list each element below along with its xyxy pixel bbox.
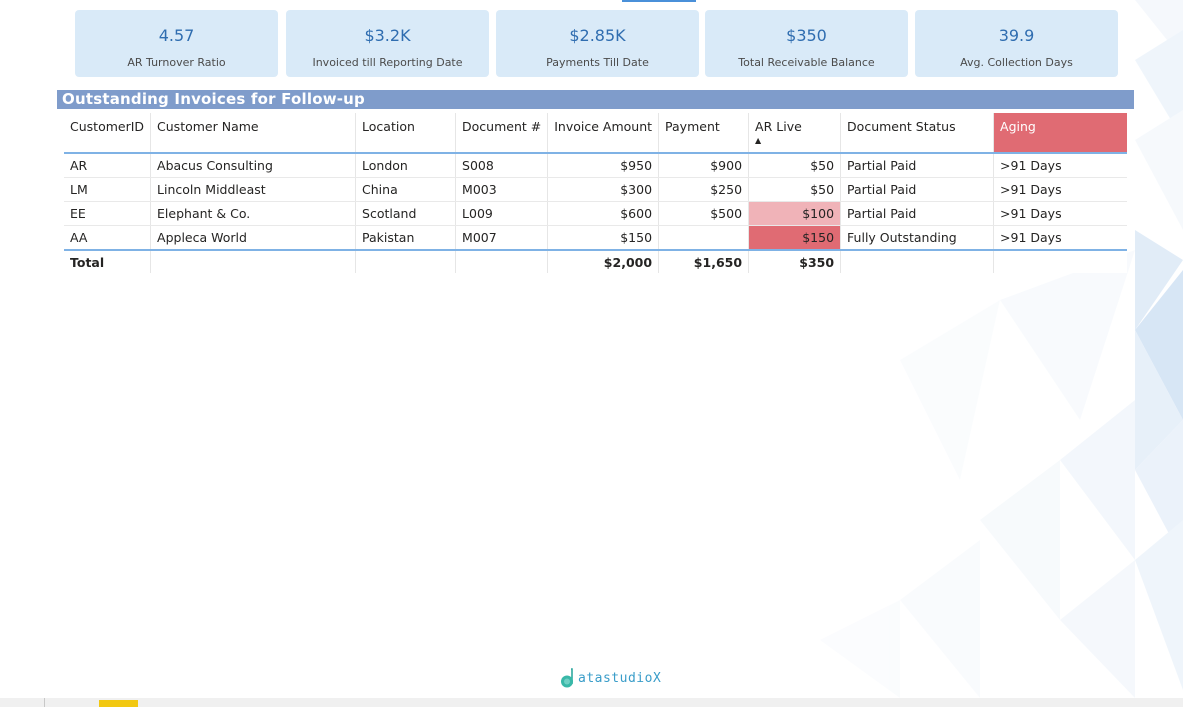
- kpi-card-payments[interactable]: $2.85K Payments Till Date: [496, 10, 699, 77]
- kpi-label: Total Receivable Balance: [738, 56, 875, 69]
- cell-customer-id: AA: [64, 225, 152, 251]
- kpi-value: 4.57: [158, 26, 195, 45]
- datastudiox-logo: atastudioX: [560, 668, 661, 688]
- total-ar-live: $350: [748, 250, 842, 273]
- table-row[interactable]: AR Abacus Consulting London S008 $950 $9…: [64, 153, 1127, 178]
- cell-document: S008: [455, 153, 549, 178]
- cell-ar-live: $150: [748, 225, 842, 251]
- kpi-card-receivable-balance[interactable]: $350 Total Receivable Balance: [705, 10, 908, 77]
- total-empty-cell: [455, 250, 549, 273]
- total-payment: $1,650: [658, 250, 750, 273]
- column-header-payment[interactable]: Payment: [658, 113, 750, 154]
- cell-aging: >91 Days: [993, 225, 1127, 251]
- page-tab-divider: [44, 698, 45, 707]
- page-indicator: [622, 0, 696, 2]
- column-header-aging[interactable]: Aging: [993, 113, 1127, 154]
- kpi-value: 39.9: [998, 26, 1035, 45]
- table-row[interactable]: EE Elephant & Co. Scotland L009 $600 $50…: [64, 201, 1127, 226]
- column-header-location[interactable]: Location: [355, 113, 457, 154]
- total-empty-cell: [840, 250, 995, 273]
- kpi-label: AR Turnover Ratio: [127, 56, 226, 69]
- table-header-row: CustomerID Customer Name Location Docume…: [64, 113, 1127, 154]
- cell-document-status: Partial Paid: [840, 177, 995, 202]
- column-header-ar-live-label: AR Live: [755, 119, 802, 134]
- cell-aging: >91 Days: [993, 153, 1127, 178]
- kpi-card-collection-days[interactable]: 39.9 Avg. Collection Days: [915, 10, 1118, 77]
- column-header-document-status[interactable]: Document Status: [840, 113, 995, 154]
- total-label: Total: [64, 250, 152, 273]
- cell-customer-name: Lincoln Middleast: [150, 177, 357, 202]
- cell-customer-name: Abacus Consulting: [150, 153, 357, 178]
- kpi-value: $3.2K: [364, 26, 411, 45]
- column-header-document[interactable]: Document #: [455, 113, 549, 154]
- cell-location: Pakistan: [355, 225, 457, 251]
- cell-payment: [658, 225, 750, 251]
- column-header-invoice-amount[interactable]: Invoice Amount: [547, 113, 660, 154]
- kpi-value: $350: [786, 26, 827, 45]
- logo-text: atastudioX: [578, 670, 662, 686]
- cell-invoice-amount: $950: [547, 153, 660, 178]
- kpi-label: Payments Till Date: [546, 56, 649, 69]
- cell-document-status: Partial Paid: [840, 153, 995, 178]
- kpi-card-invoiced[interactable]: $3.2K Invoiced till Reporting Date: [286, 10, 489, 77]
- cell-ar-live: $100: [748, 201, 842, 226]
- total-empty-cell: [150, 250, 357, 273]
- total-empty-cell: [355, 250, 457, 273]
- cell-payment: $500: [658, 201, 750, 226]
- cell-document-status: Partial Paid: [840, 201, 995, 226]
- total-invoice-amount: $2,000: [547, 250, 660, 273]
- column-header-ar-live[interactable]: AR Live ▲: [748, 113, 842, 154]
- column-header-customer-name[interactable]: Customer Name: [150, 113, 357, 154]
- kpi-card-ar-turnover[interactable]: 4.57 AR Turnover Ratio: [75, 10, 278, 77]
- table-row[interactable]: AA Appleca World Pakistan M007 $150 $150…: [64, 225, 1127, 251]
- cell-invoice-amount: $150: [547, 225, 660, 251]
- table-title: Outstanding Invoices for Follow-up: [62, 90, 365, 108]
- page-tab-bar: [0, 698, 1183, 707]
- cell-customer-id: LM: [64, 177, 152, 202]
- cell-invoice-amount: $600: [547, 201, 660, 226]
- kpi-label: Invoiced till Reporting Date: [312, 56, 463, 69]
- cell-document: M003: [455, 177, 549, 202]
- cell-ar-live: $50: [748, 153, 842, 178]
- kpi-value: $2.85K: [569, 26, 626, 45]
- table-row[interactable]: LM Lincoln Middleast China M003 $300 $25…: [64, 177, 1127, 202]
- cell-document-status: Fully Outstanding: [840, 225, 995, 251]
- table-total-row: Total $2,000 $1,650 $350: [64, 250, 1127, 273]
- cell-payment: $900: [658, 153, 750, 178]
- sort-up-icon: ▲: [755, 136, 762, 145]
- cell-location: China: [355, 177, 457, 202]
- cell-invoice-amount: $300: [547, 177, 660, 202]
- cell-customer-id: AR: [64, 153, 152, 178]
- cell-customer-name: Elephant & Co.: [150, 201, 357, 226]
- cell-aging: >91 Days: [993, 177, 1127, 202]
- kpi-label: Avg. Collection Days: [960, 56, 1073, 69]
- outstanding-invoices-table: CustomerID Customer Name Location Docume…: [64, 113, 1127, 273]
- cell-ar-live: $50: [748, 177, 842, 202]
- cell-aging: >91 Days: [993, 201, 1127, 226]
- cell-customer-id: EE: [64, 201, 152, 226]
- datastudiox-logo-icon: [561, 668, 573, 688]
- cell-document: M007: [455, 225, 549, 251]
- cell-location: London: [355, 153, 457, 178]
- cell-location: Scotland: [355, 201, 457, 226]
- total-empty-cell: [994, 250, 1127, 273]
- cell-document: L009: [455, 201, 549, 226]
- cell-payment: $250: [658, 177, 750, 202]
- table-title-bar: Outstanding Invoices for Follow-up: [57, 90, 1134, 109]
- cell-customer-name: Appleca World: [150, 225, 357, 251]
- column-header-customer-id[interactable]: CustomerID: [64, 113, 152, 154]
- page-tab-active[interactable]: [99, 700, 138, 707]
